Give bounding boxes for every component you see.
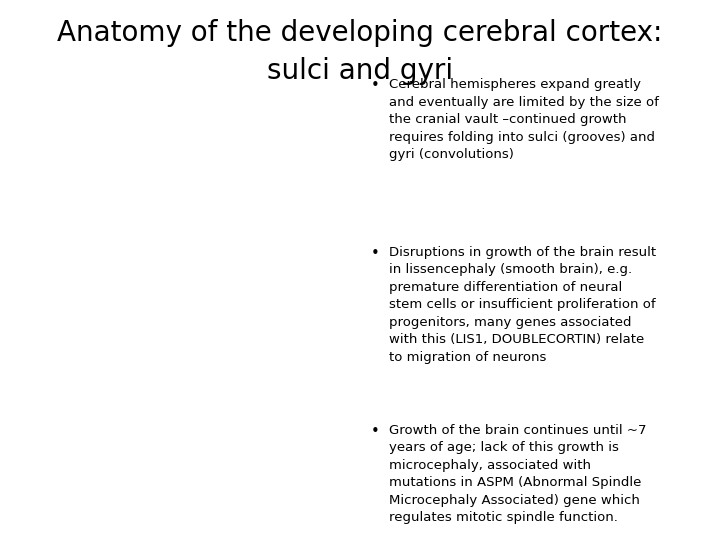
Text: •: • — [371, 424, 379, 439]
Text: Growth of the brain continues until ~7
years of age; lack of this growth is
micr: Growth of the brain continues until ~7 y… — [389, 424, 647, 524]
Text: sulci and gyri: sulci and gyri — [267, 57, 453, 85]
Text: •: • — [371, 78, 379, 93]
Text: Anatomy of the developing cerebral cortex:: Anatomy of the developing cerebral corte… — [58, 19, 662, 47]
Text: Disruptions in growth of the brain result
in lissencephaly (smooth brain), e.g.
: Disruptions in growth of the brain resul… — [389, 246, 656, 364]
Text: Cerebral hemispheres expand greatly
and eventually are limited by the size of
th: Cerebral hemispheres expand greatly and … — [389, 78, 659, 161]
Text: •: • — [371, 246, 379, 261]
